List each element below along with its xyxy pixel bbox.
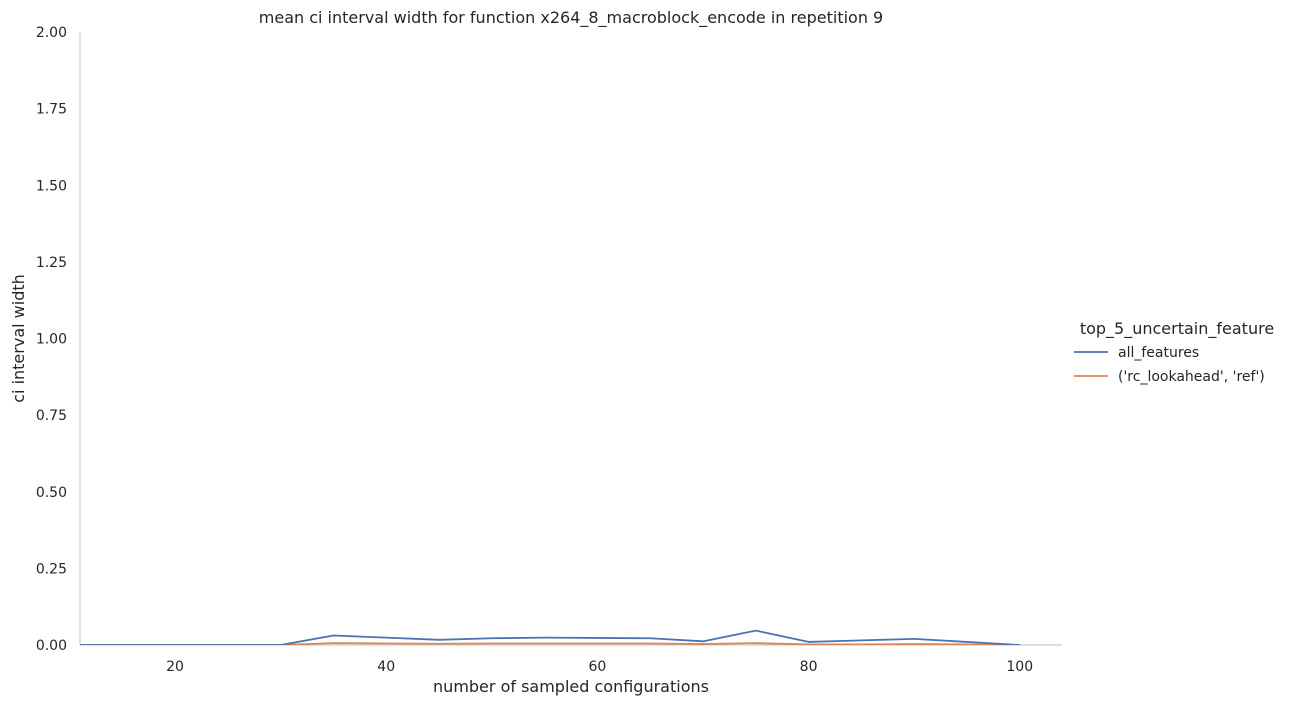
x-tick-label: 20	[166, 659, 184, 675]
legend-title: top_5_uncertain_feature	[1080, 319, 1274, 339]
y-tick-label: 0.00	[36, 638, 67, 654]
series-line-0	[80, 629, 1021, 645]
y-tick-label: 1.25	[36, 255, 67, 271]
y-axis-label: ci interval width	[9, 274, 28, 403]
chart-title: mean ci interval width for function x264…	[259, 8, 883, 28]
legend-entry-label: all_features	[1118, 345, 1199, 361]
y-tick-label: 0.25	[36, 561, 67, 577]
x-axis-ticks: 20 40 60 80 100	[166, 659, 1033, 675]
y-tick-label: 2.00	[36, 25, 67, 41]
x-tick-label: 100	[1006, 659, 1033, 675]
y-tick-label: 1.75	[36, 102, 67, 118]
y-axis-ticks: 0.00 0.25 0.50 0.75 1.00 1.25 1.50 1.75 2.00	[36, 25, 67, 654]
legend-entry-label: ('rc_lookahead', 'ref')	[1118, 369, 1265, 385]
y-tick-label: 0.75	[36, 408, 67, 424]
x-axis-label: number of sampled configurations	[433, 677, 709, 696]
legend: top_5_uncertain_feature all_features ('rc…	[1074, 319, 1274, 385]
y-tick-label: 1.50	[36, 178, 67, 194]
series-lines	[80, 629, 1021, 645]
x-tick-label: 40	[377, 659, 395, 675]
series-line-1	[80, 642, 1021, 645]
y-tick-label: 0.50	[36, 485, 67, 501]
y-tick-label: 1.00	[36, 332, 67, 348]
x-tick-label: 60	[588, 659, 606, 675]
x-tick-label: 80	[800, 659, 818, 675]
